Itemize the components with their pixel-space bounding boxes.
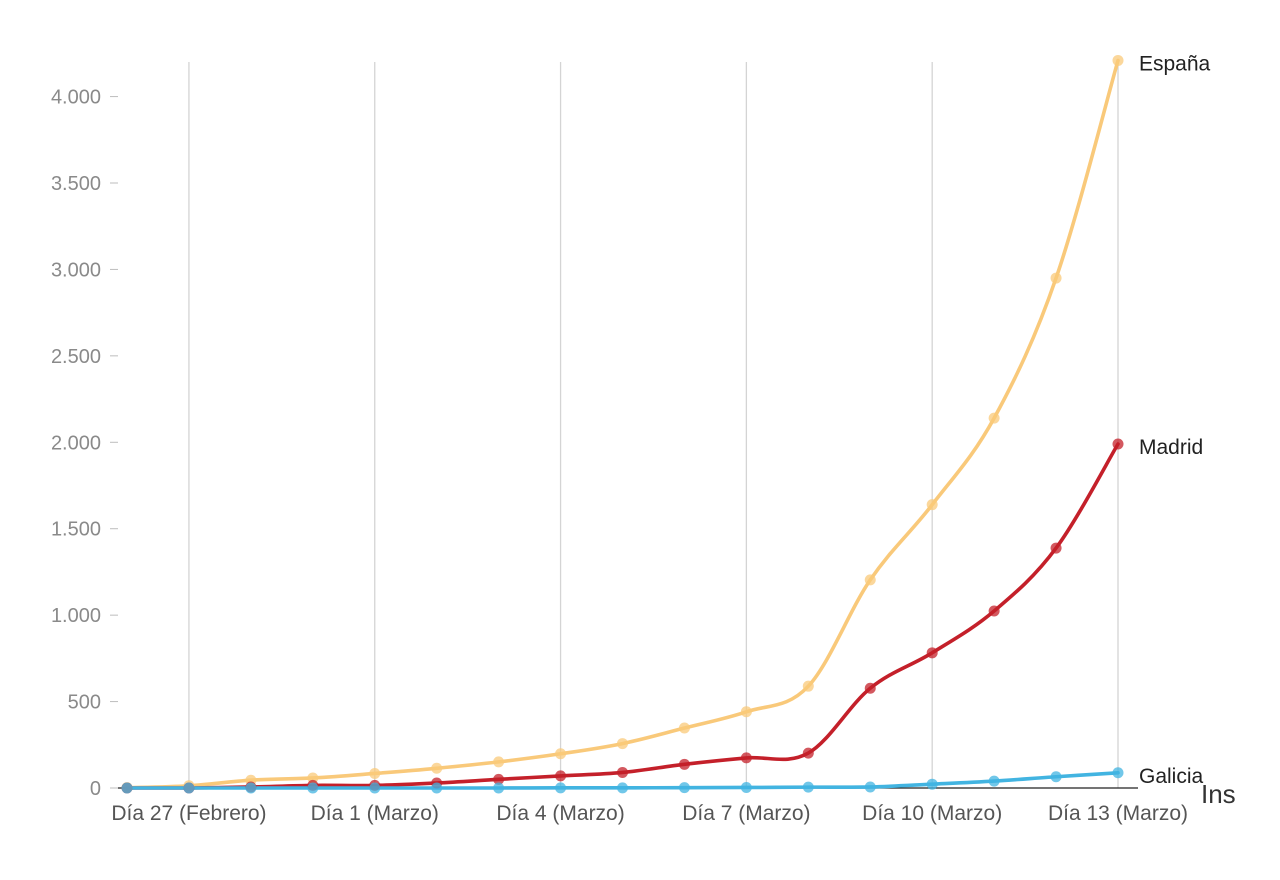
series-points xyxy=(121,54,1124,794)
series-labels: España Madrid Galicia xyxy=(1139,52,1211,787)
y-tick-label: 3.500 xyxy=(51,173,101,195)
series-label: Madrid xyxy=(1139,436,1203,459)
data-point xyxy=(555,770,567,782)
x-tick-label: Día 27 (Febrero) xyxy=(111,802,266,825)
x-tick-label: Día 7 (Marzo) xyxy=(682,802,810,825)
data-point xyxy=(802,680,814,692)
data-point xyxy=(740,781,752,793)
series-label: España xyxy=(1139,52,1211,75)
y-tick-label: 1.500 xyxy=(51,519,101,541)
data-point xyxy=(555,782,567,794)
data-point xyxy=(1112,767,1124,779)
data-point xyxy=(1050,542,1062,554)
y-tick-label: 0 xyxy=(90,778,101,800)
x-tick-label: Día 10 (Marzo) xyxy=(862,802,1002,825)
data-point xyxy=(431,782,443,794)
x-tick-label: Día 13 (Marzo) xyxy=(1048,802,1188,825)
data-point xyxy=(802,747,814,759)
data-point xyxy=(988,412,1000,424)
y-tick-label: 3.000 xyxy=(51,259,101,281)
series-lines xyxy=(125,58,1120,790)
series-line xyxy=(125,58,1120,790)
y-tick-label: 2.000 xyxy=(51,432,101,454)
data-point xyxy=(369,767,381,779)
data-point xyxy=(678,782,690,794)
data-point xyxy=(245,782,257,794)
series-line xyxy=(125,442,1120,790)
clipped-source-text: Ins xyxy=(1201,779,1236,809)
grid-lines xyxy=(188,62,1119,788)
data-point xyxy=(617,738,628,750)
y-tick-label: 1.000 xyxy=(51,605,101,627)
data-point xyxy=(121,782,133,794)
data-point xyxy=(493,782,505,794)
data-point xyxy=(431,762,443,774)
data-point xyxy=(1050,771,1062,783)
data-point xyxy=(307,782,319,794)
data-point xyxy=(1112,438,1124,450)
data-point xyxy=(802,781,814,793)
data-point xyxy=(864,682,876,694)
x-tick-label: Día 1 (Marzo) xyxy=(311,802,439,825)
data-point xyxy=(678,722,690,734)
x-tick-label: Día 4 (Marzo) xyxy=(496,802,624,825)
data-point xyxy=(864,574,876,586)
data-point xyxy=(678,758,690,770)
data-point xyxy=(926,499,938,511)
y-axis: 0 500 1.000 1.500 2.000 2.500 3.000 3.500 4.000 xyxy=(51,87,118,800)
data-point xyxy=(555,748,567,760)
data-point xyxy=(1112,54,1124,66)
series-label: Galicia xyxy=(1139,765,1204,788)
y-tick-label: 2.500 xyxy=(51,346,101,368)
data-point xyxy=(617,782,628,794)
data-point xyxy=(926,647,938,659)
data-point xyxy=(493,773,505,785)
data-point xyxy=(864,781,876,793)
data-point xyxy=(183,782,195,794)
data-point xyxy=(740,706,752,718)
data-point xyxy=(926,778,938,790)
data-point xyxy=(1050,272,1062,284)
data-point xyxy=(988,775,1000,787)
y-tick-label: 500 xyxy=(68,692,101,714)
data-point xyxy=(369,782,381,794)
data-point xyxy=(988,605,1000,617)
data-point xyxy=(740,752,752,764)
x-axis: Día 27 (Febrero) Día 1 (Marzo) Día 4 (Marz… xyxy=(111,802,1188,825)
y-tick-label: 4.000 xyxy=(51,87,101,109)
data-point xyxy=(617,766,628,778)
data-point xyxy=(493,756,505,768)
